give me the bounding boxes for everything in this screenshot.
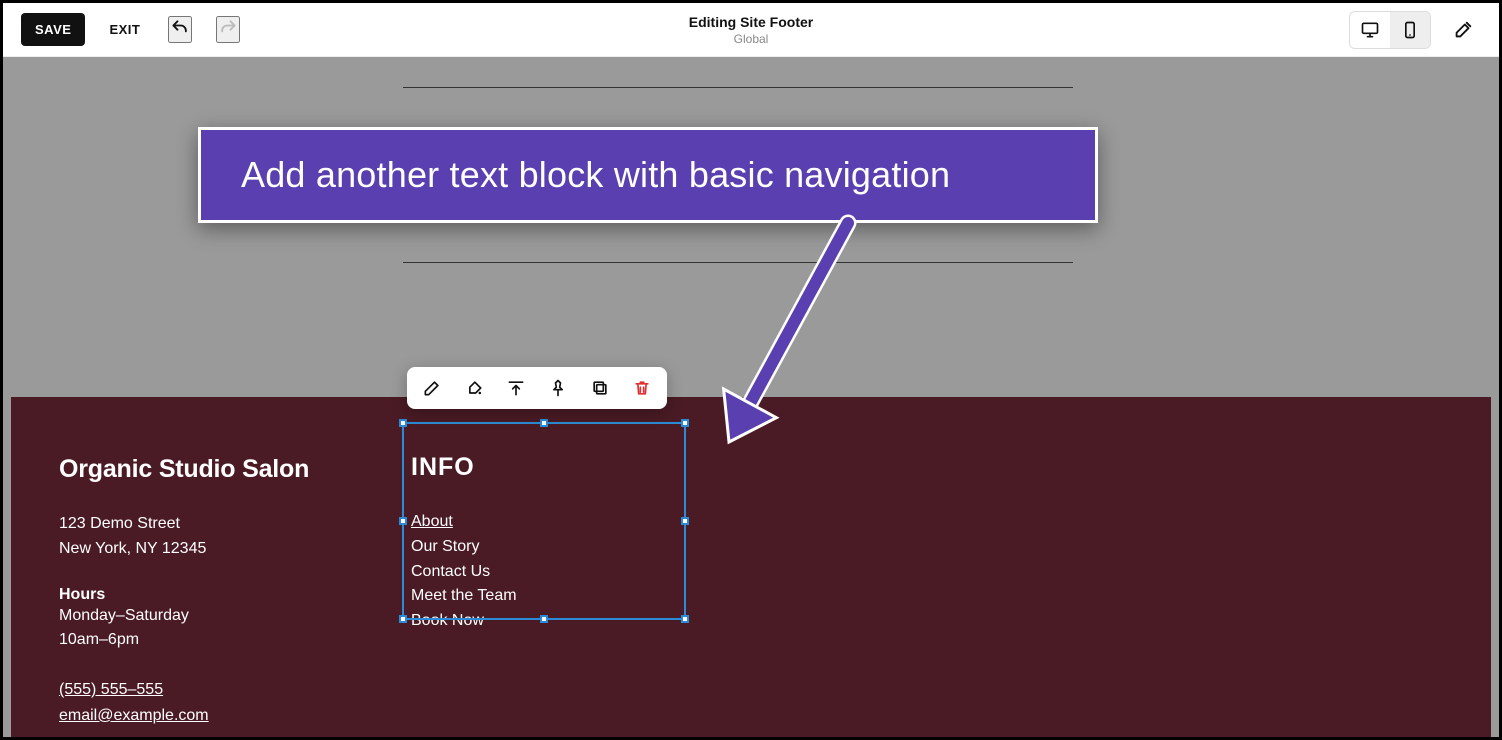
delete-button[interactable] <box>625 373 659 403</box>
move-up-icon <box>506 378 526 398</box>
document-subtitle: Global <box>689 32 813 46</box>
app-frame: SAVE EXIT Editing Site Footer Global <box>0 0 1502 740</box>
resize-handle[interactable] <box>540 615 548 623</box>
footer-inner: Organic Studio Salon 123 Demo Street New… <box>11 397 1491 728</box>
footer-contact: (555) 555–555 email@example.com <box>59 677 309 728</box>
align-top-button[interactable] <box>499 373 533 403</box>
edit-content-button[interactable] <box>415 373 449 403</box>
address-line: New York, NY 12345 <box>59 537 309 562</box>
footer-hours-label: Hours <box>59 586 309 604</box>
resize-handle[interactable] <box>681 419 689 427</box>
resize-handle[interactable] <box>399 517 407 525</box>
footer-column-brand: Organic Studio Salon 123 Demo Street New… <box>59 455 309 728</box>
styles-button[interactable] <box>1445 12 1481 48</box>
mobile-icon <box>1400 20 1420 40</box>
undo-button[interactable] <box>168 16 192 43</box>
footer-phone[interactable]: (555) 555–555 <box>59 681 163 698</box>
device-toggle-group <box>1349 11 1431 49</box>
resize-handle[interactable] <box>540 419 548 427</box>
document-title: Editing Site Footer <box>689 14 813 30</box>
redo-button[interactable] <box>216 16 240 43</box>
resize-handle[interactable] <box>681 517 689 525</box>
pin-icon <box>548 378 568 398</box>
resize-handle[interactable] <box>681 615 689 623</box>
annotation-callout: Add another text block with basic naviga… <box>198 127 1098 223</box>
footer-email[interactable]: email@example.com <box>59 707 209 724</box>
history-controls <box>168 16 240 43</box>
resize-handle[interactable] <box>399 419 407 427</box>
desktop-icon <box>1360 20 1380 40</box>
duplicate-button[interactable] <box>583 373 617 403</box>
desktop-view-button[interactable] <box>1350 12 1390 48</box>
resize-handle[interactable] <box>399 615 407 623</box>
document-title-group: Editing Site Footer Global <box>689 14 813 46</box>
content-divider <box>403 87 1073 88</box>
pin-button[interactable] <box>541 373 575 403</box>
footer-hours: Monday–Saturday 10am–6pm <box>59 604 309 654</box>
pencil-icon <box>422 378 442 398</box>
trash-icon <box>632 378 652 398</box>
canvas[interactable]: Organic Studio Salon 123 Demo Street New… <box>3 57 1499 737</box>
mobile-view-button[interactable] <box>1390 12 1430 48</box>
redo-icon <box>218 18 238 38</box>
undo-icon <box>170 18 190 38</box>
fill-button[interactable] <box>457 373 491 403</box>
footer-address: 123 Demo Street New York, NY 12345 <box>59 512 309 562</box>
top-toolbar: SAVE EXIT Editing Site Footer Global <box>3 3 1499 57</box>
selection-outline[interactable] <box>402 422 686 620</box>
footer-brand: Organic Studio Salon <box>59 455 309 484</box>
address-line: 123 Demo Street <box>59 512 309 537</box>
block-edit-toolbar <box>407 367 667 409</box>
paintbrush-icon <box>1452 19 1474 41</box>
right-tool-group <box>1349 11 1481 49</box>
site-footer[interactable]: Organic Studio Salon 123 Demo Street New… <box>11 397 1491 737</box>
paint-bucket-icon <box>464 378 484 398</box>
save-button[interactable]: SAVE <box>21 13 85 46</box>
duplicate-icon <box>590 378 610 398</box>
hours-line: 10am–6pm <box>59 628 309 653</box>
exit-button[interactable]: EXIT <box>109 22 140 37</box>
hours-line: Monday–Saturday <box>59 604 309 629</box>
content-divider <box>403 262 1073 263</box>
